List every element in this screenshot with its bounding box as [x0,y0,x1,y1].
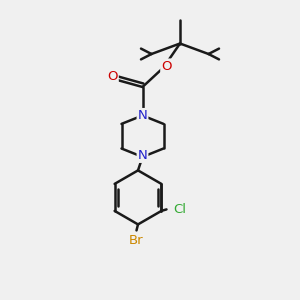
Text: Br: Br [129,234,144,248]
Text: N: N [138,149,147,162]
Text: N: N [138,109,147,122]
Text: O: O [107,70,118,83]
Text: Cl: Cl [173,203,186,216]
Text: O: O [161,59,172,73]
